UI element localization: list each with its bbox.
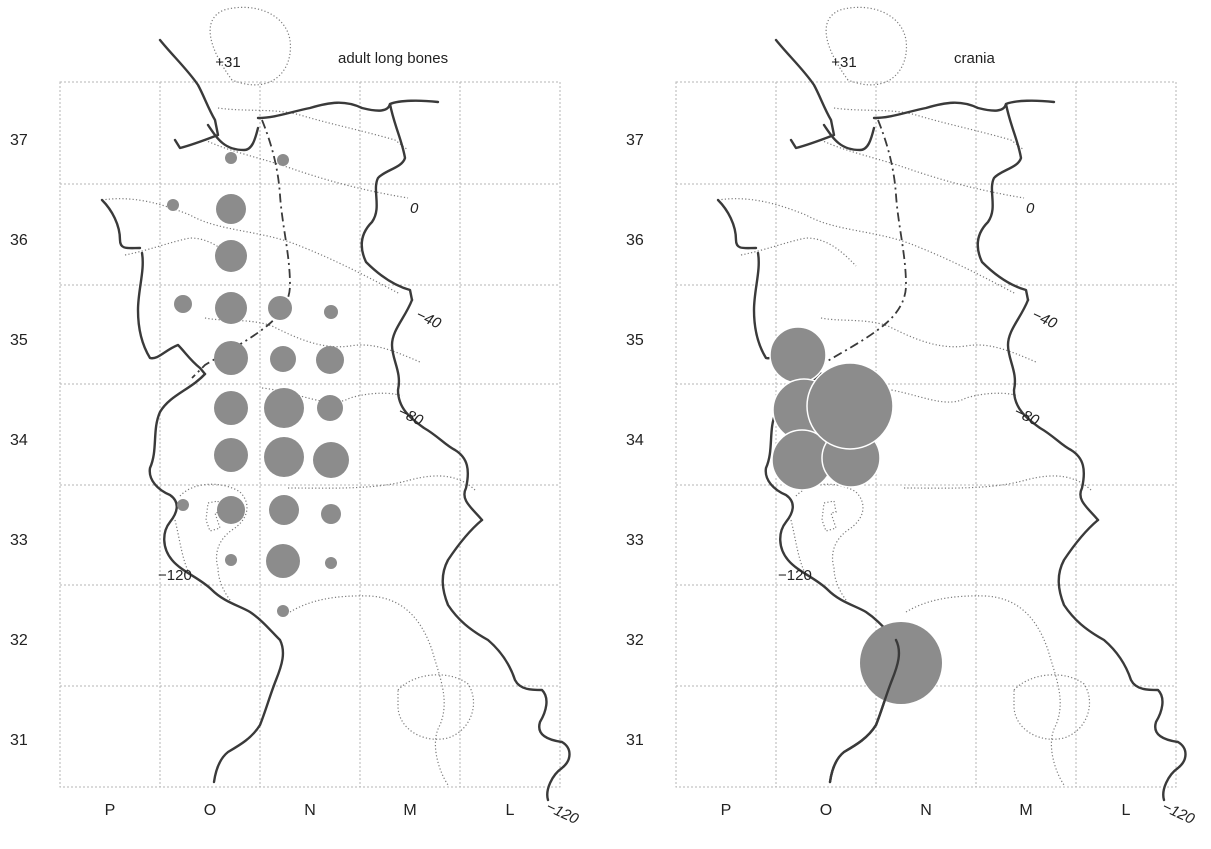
find-marker — [769, 326, 827, 384]
find-marker — [269, 495, 299, 525]
find-marker — [215, 292, 247, 324]
col-label: M — [403, 802, 416, 819]
row-label: 37 — [10, 132, 28, 149]
col-label: N — [304, 802, 316, 819]
col-label: O — [820, 802, 832, 819]
row-label: 31 — [10, 732, 28, 749]
panel-crania: crania +31 0 −40 −80 −120 −120 37 36 35 … — [626, 6, 1198, 828]
find-marker — [277, 154, 289, 166]
row-label: 33 — [10, 532, 28, 549]
row-label: 35 — [626, 332, 644, 349]
find-marker — [214, 391, 248, 425]
find-marker — [316, 346, 344, 374]
panel-title: adult long bones — [338, 50, 448, 67]
col-label: N — [920, 802, 932, 819]
depth-label-40: −40 — [1029, 306, 1060, 332]
label-top: +31 — [831, 54, 856, 71]
find-marker — [174, 295, 192, 313]
col-label: P — [721, 802, 732, 819]
depth-label-40: −40 — [413, 306, 444, 332]
find-marker — [225, 554, 237, 566]
row-label: 36 — [10, 232, 28, 249]
row-label: 32 — [10, 632, 28, 649]
find-marker — [214, 438, 248, 472]
find-marker — [177, 499, 189, 511]
depth-label-120-east: −120 — [543, 798, 581, 828]
row-label: 34 — [10, 432, 28, 449]
row-label: 36 — [626, 232, 644, 249]
find-marker — [225, 152, 237, 164]
finds-layer — [167, 152, 349, 617]
find-marker — [266, 544, 300, 578]
find-marker — [277, 605, 289, 617]
col-label: L — [1122, 802, 1131, 819]
panel-title: crania — [954, 50, 996, 67]
find-marker — [268, 296, 292, 320]
depth-label-0: 0 — [410, 200, 419, 217]
find-marker — [270, 346, 296, 372]
row-label: 37 — [626, 132, 644, 149]
find-marker — [264, 437, 304, 477]
find-marker — [806, 362, 894, 450]
row-label: 32 — [626, 632, 644, 649]
label-top: +31 — [215, 54, 240, 71]
depth-label-120: −120 — [158, 567, 192, 584]
row-label: 34 — [626, 432, 644, 449]
depth-label-120: −120 — [778, 567, 812, 584]
wall-overlay — [828, 638, 901, 784]
find-marker — [317, 395, 343, 421]
col-label: O — [204, 802, 216, 819]
find-marker — [860, 622, 942, 704]
depth-label-0: 0 — [1026, 200, 1035, 217]
depth-label-120-east: −120 — [1159, 798, 1197, 828]
col-label: L — [506, 802, 515, 819]
find-marker — [214, 341, 248, 375]
find-marker — [216, 194, 246, 224]
col-label: M — [1019, 802, 1032, 819]
find-marker — [217, 496, 245, 524]
find-marker — [321, 504, 341, 524]
find-marker — [324, 305, 338, 319]
find-marker — [325, 557, 337, 569]
panel-adult-long-bones: adult long bones +31 0 −40 −80 −120 −120… — [10, 6, 582, 828]
col-label: P — [105, 802, 116, 819]
find-marker — [167, 199, 179, 211]
row-label: 35 — [10, 332, 28, 349]
row-label: 31 — [626, 732, 644, 749]
find-marker — [215, 240, 247, 272]
finds-layer — [769, 326, 942, 704]
find-marker — [264, 388, 304, 428]
find-marker — [313, 442, 349, 478]
row-label: 33 — [626, 532, 644, 549]
